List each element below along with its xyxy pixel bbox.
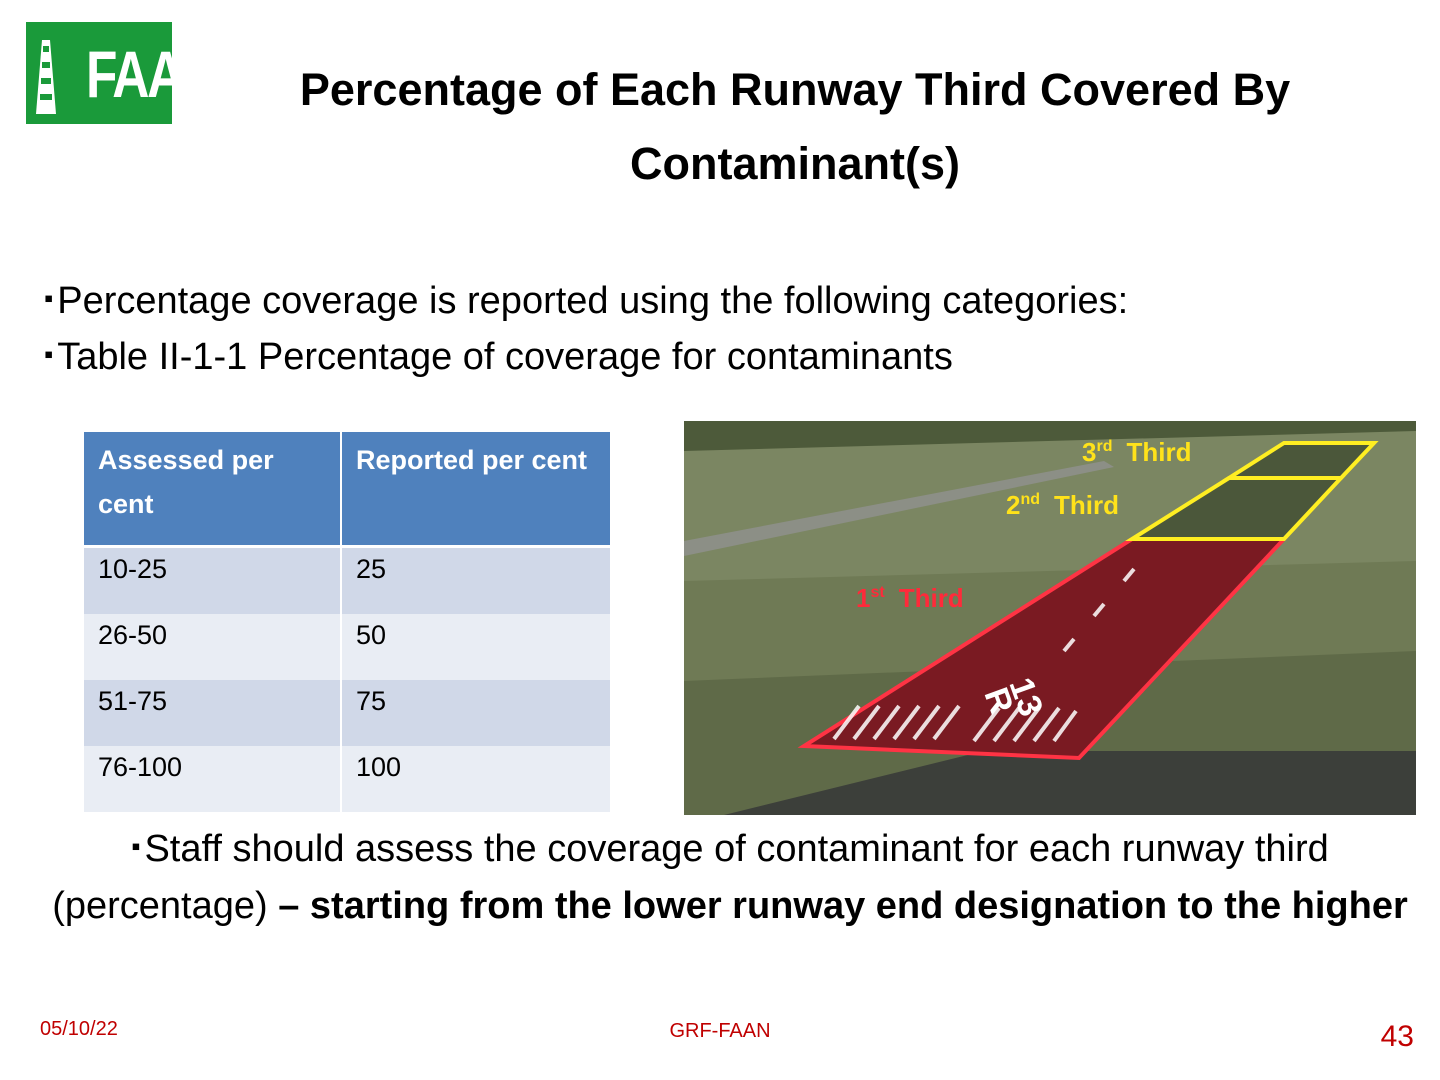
bullet-text: Table II-1-1 Percentage of coverage for … xyxy=(57,336,953,378)
table-cell: 50 xyxy=(341,614,612,680)
bullet-text: Percentage coverage is reported using th… xyxy=(57,280,1129,322)
label-word: Third xyxy=(1126,437,1191,467)
table-cell: 10-25 xyxy=(84,546,342,614)
table-row: 26-50 50 xyxy=(84,614,612,680)
table-row: 51-75 75 xyxy=(84,680,612,746)
page-number: 43 xyxy=(1380,1020,1414,1053)
bullet: Table II-1-1 Percentage of coverage for … xyxy=(44,336,953,379)
logo: FAAN xyxy=(26,22,219,124)
table-row: 10-25 25 xyxy=(84,546,612,614)
title: Percentage of Each Runway Third Covered … xyxy=(299,64,1291,115)
table-cell: 75 xyxy=(341,680,612,746)
footer-center: GRF-FAAN xyxy=(669,1020,771,1042)
header-cell: Reported per cent xyxy=(341,432,612,548)
table-cell: 26-50 xyxy=(84,614,342,680)
label-ordinal: 1 xyxy=(856,583,870,613)
bullet: Percentage coverage is reported using th… xyxy=(44,280,1128,323)
table-row: 76-100 100 xyxy=(84,746,612,812)
third-label: 3rd Third xyxy=(1082,437,1191,467)
logo-text: FAAN xyxy=(86,37,219,111)
label-ordinal: 3 xyxy=(1082,437,1096,467)
footer-date: 05/10/22 xyxy=(40,1018,118,1040)
third-label: 2nd Third xyxy=(1006,490,1119,520)
table-cell: 25 xyxy=(341,546,612,614)
table-cell: 76-100 xyxy=(84,746,342,812)
title: Contaminant(s) xyxy=(630,138,960,189)
label-word: Third xyxy=(899,583,964,613)
label-suffix: nd xyxy=(1020,491,1040,508)
third-label: 1st Third xyxy=(856,583,964,613)
label-word: Third xyxy=(1054,490,1119,520)
table-cell: 51-75 xyxy=(84,680,342,746)
label-suffix: st xyxy=(870,584,885,601)
logo-icon xyxy=(36,40,56,114)
label-suffix: rd xyxy=(1096,438,1112,455)
header-cell: Assessed per cent xyxy=(84,432,342,548)
header-row: Assessed per cent Reported per cent xyxy=(84,432,612,548)
note-bold: – starting from the lower runway end des… xyxy=(278,885,1408,927)
note: Staff should assess the coverage of cont… xyxy=(30,818,1430,935)
table-cell: 100 xyxy=(341,746,612,812)
coverage-table: Assessed per cent Reported per cent 10-2… xyxy=(84,432,612,812)
label-ordinal: 2 xyxy=(1006,490,1020,520)
